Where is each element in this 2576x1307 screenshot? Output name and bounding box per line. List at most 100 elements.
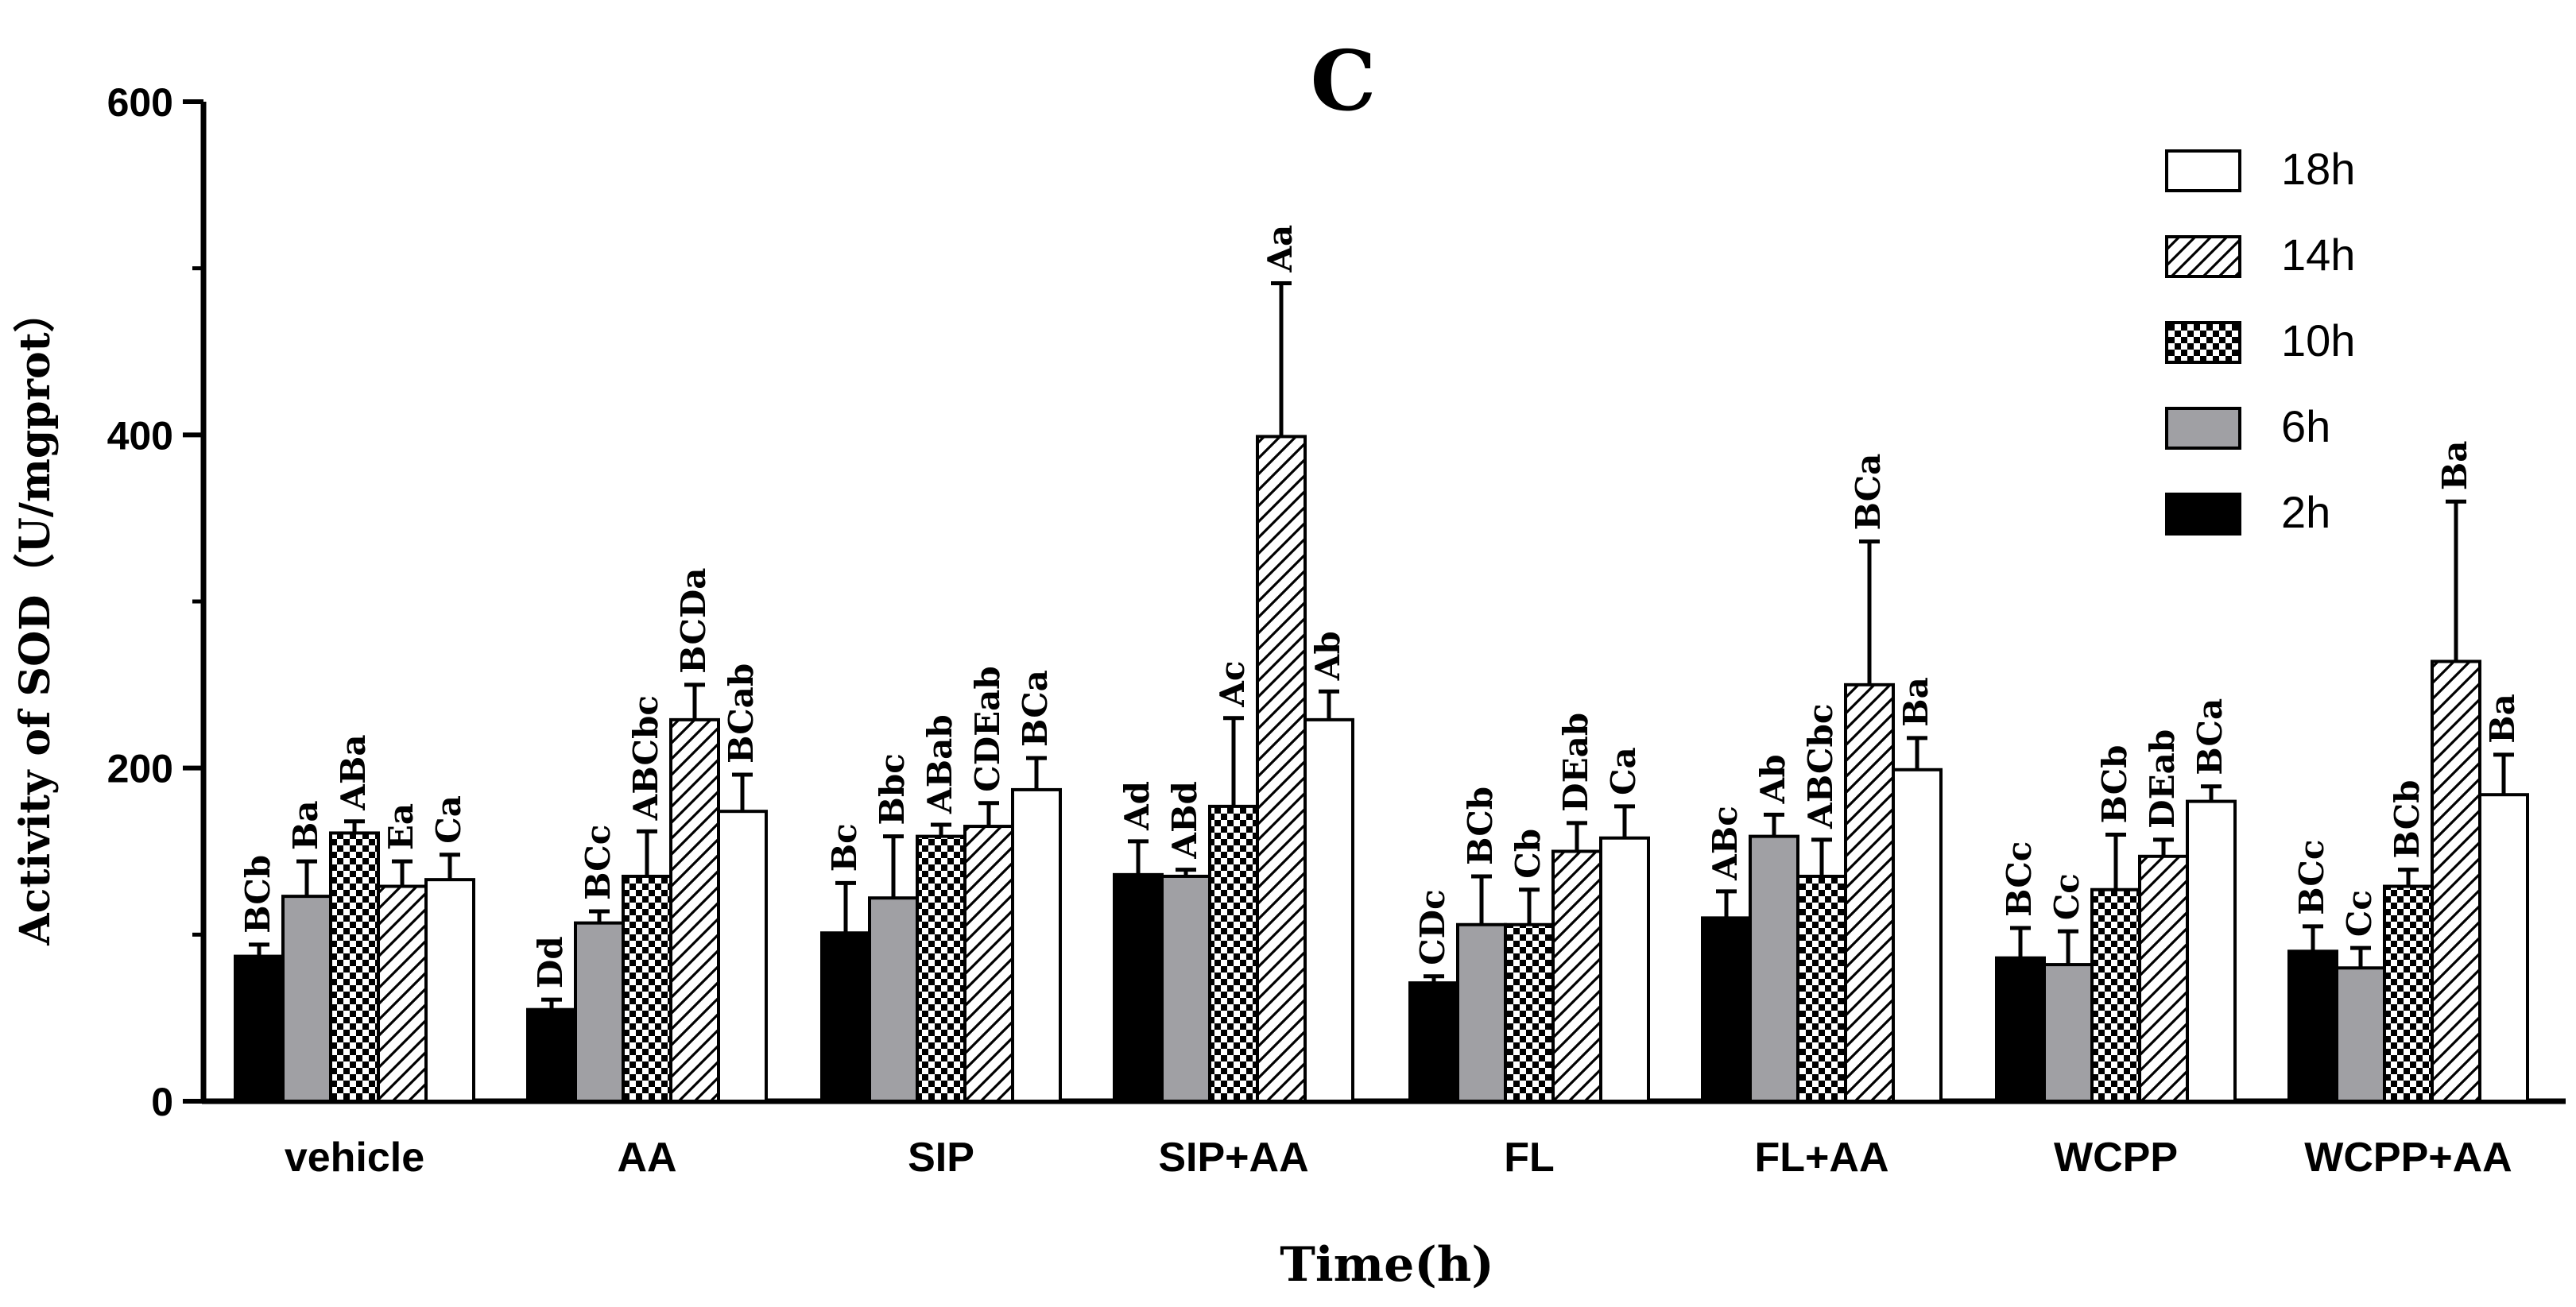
significance-label: ABCbc — [1801, 704, 1840, 829]
significance-label: Dd — [531, 936, 570, 988]
bar-2h — [1701, 916, 1752, 1104]
bar-14h — [377, 884, 428, 1104]
bar-14h — [669, 717, 720, 1103]
significance-label: DEab — [1556, 713, 1595, 812]
legend-item-6h: 6h — [2165, 401, 2330, 451]
legend-item-2h: 2h — [2165, 487, 2330, 537]
bar-group-sip-plus-aa: Ad ABd Ac Aa Ab SIP+AA — [1113, 225, 1354, 1181]
significance-label: Cc — [2047, 873, 2086, 920]
significance-label: ABab — [920, 714, 959, 814]
x-tick-label: SIP — [908, 1135, 974, 1181]
legend-label: 6h — [2281, 401, 2330, 451]
significance-label: BCa — [1016, 670, 1055, 747]
bar-18h — [2186, 799, 2237, 1103]
x-tick-label: FL+AA — [1755, 1135, 1889, 1181]
significance-label: Ba — [2435, 440, 2474, 490]
bar-6h — [1749, 834, 1799, 1103]
significance-label: Ab — [1753, 754, 1792, 804]
legend-swatch — [2165, 149, 2241, 192]
legend-label: 18h — [2281, 144, 2355, 194]
significance-label: Ea — [382, 803, 420, 850]
x-tick-label: SIP+AA — [1158, 1135, 1308, 1181]
significance-label: BCb — [2095, 744, 2134, 823]
bar-18h — [717, 810, 768, 1103]
legend-label: 10h — [2281, 315, 2355, 365]
bar-10h — [1208, 804, 1259, 1103]
legend: 18h 14h 10h 6h 2h — [2165, 144, 2355, 537]
chart-title: C — [1311, 32, 1377, 130]
x-tick-label: WCPP+AA — [2304, 1135, 2512, 1181]
legend-item-18h: 18h — [2165, 144, 2355, 194]
y-tick-label: 600 — [107, 80, 173, 125]
bar-14h — [1844, 683, 1895, 1103]
bar-18h — [1892, 768, 1943, 1103]
significance-label: CDc — [1413, 889, 1452, 965]
significance-label: Ca — [1604, 747, 1643, 795]
bar-2h — [1113, 872, 1164, 1104]
significance-label: Cb — [1509, 829, 1548, 879]
significance-label: CDEab — [968, 666, 1007, 791]
significance-label: Ba — [286, 800, 325, 850]
bar-10h — [622, 874, 672, 1103]
bar-18h — [1303, 717, 1354, 1103]
legend-swatch — [2165, 321, 2241, 364]
bar-18h — [424, 878, 475, 1103]
bar-18h — [2478, 793, 2529, 1103]
significance-label: ABa — [334, 734, 373, 810]
bar-6h — [281, 895, 332, 1103]
significance-label: DEab — [2143, 729, 2182, 829]
bar-2h — [526, 1007, 577, 1104]
bar-group-wcpp: BCc Cc BCb DEab BCa WCPP — [1995, 698, 2237, 1181]
significance-label: BCDa — [674, 567, 713, 673]
significance-label: Ba — [2483, 694, 2522, 744]
bar-6h — [2043, 963, 2094, 1104]
bar-10h — [2090, 887, 2141, 1104]
bar-18h — [1599, 836, 1650, 1104]
x-tick-label: WCPP — [2054, 1135, 2178, 1181]
legend-label: 2h — [2281, 487, 2330, 537]
bar-10h — [2383, 884, 2434, 1104]
bar-10h — [916, 834, 966, 1103]
significance-label: Aa — [1261, 225, 1300, 273]
bar-14h — [1551, 849, 1602, 1103]
bar-10h — [329, 831, 380, 1103]
bar-6h — [1456, 922, 1507, 1103]
significance-label: ABCbc — [626, 695, 665, 821]
bar-2h — [1995, 956, 2046, 1103]
significance-label: BCc — [579, 825, 618, 900]
significance-label: Ab — [1308, 631, 1347, 681]
significance-label: Ad — [1118, 781, 1156, 831]
bar-2h — [2287, 949, 2338, 1104]
bar-14h — [2431, 659, 2481, 1103]
x-tick-label: AA — [617, 1135, 676, 1181]
bar-10h — [1504, 922, 1555, 1103]
significance-label: BCa — [2191, 698, 2229, 775]
significance-label: Ac — [1213, 661, 1252, 708]
y-tick-label: 0 — [151, 1080, 173, 1124]
legend-swatch — [2165, 407, 2241, 450]
legend-swatch — [2165, 493, 2241, 536]
bar-14h — [2138, 854, 2189, 1104]
bar-6h — [2335, 966, 2386, 1104]
legend-swatch — [2165, 235, 2241, 278]
bar-2h — [234, 954, 285, 1103]
significance-label: Ca — [429, 795, 468, 844]
y-tick-label: 400 — [107, 413, 173, 458]
significance-label: BCc — [2000, 841, 2039, 917]
bar-18h — [1011, 787, 1062, 1103]
legend-item-14h: 14h — [2165, 230, 2355, 280]
significance-label: Bbc — [873, 753, 912, 825]
x-tick-label: FL — [1504, 1135, 1555, 1181]
bar-6h — [1160, 874, 1211, 1103]
significance-label: BCa — [1849, 454, 1888, 531]
legend-label: 14h — [2281, 230, 2355, 280]
bar-14h — [963, 825, 1014, 1104]
significance-label: BCab — [722, 663, 761, 764]
significance-label: Ba — [1896, 677, 1935, 727]
